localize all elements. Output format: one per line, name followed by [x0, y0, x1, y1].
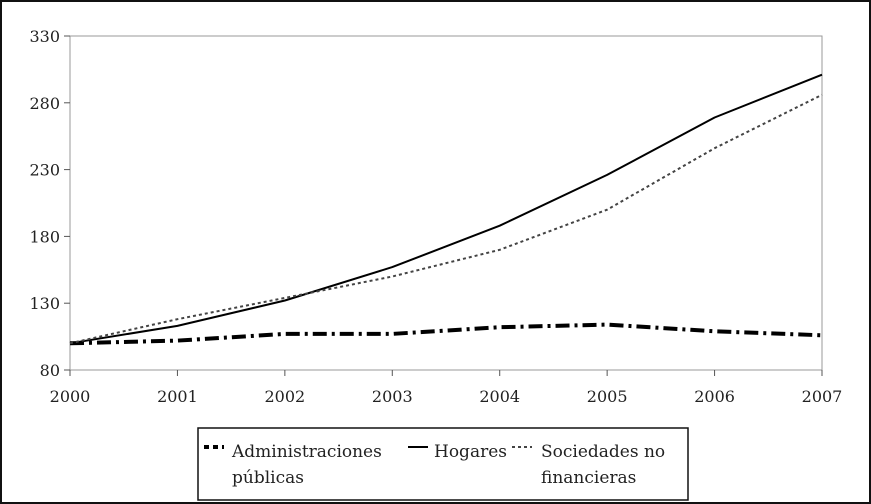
plot-area [69, 35, 823, 371]
x-tick-label: 2004 [479, 387, 520, 406]
x-tick-label: 2001 [157, 387, 198, 406]
legend-label-0: Administraciones [231, 442, 382, 462]
series-line-1 [69, 73, 823, 345]
legend: Administraciones públicas Hogares Sociedade… [197, 427, 689, 501]
y-tick-label: 180 [29, 227, 60, 246]
x-tick-label: 2006 [694, 387, 735, 406]
x-tick-label: 2005 [587, 387, 628, 406]
x-tick-label: 2007 [802, 387, 843, 406]
legend-label-1: Hogares [434, 442, 507, 462]
legend-box [197, 427, 689, 501]
y-axis: 80 130 180 230 280 330 [29, 27, 70, 380]
x-tick-label: 2002 [264, 387, 305, 406]
series-line-2 [69, 93, 823, 345]
y-tick-label: 280 [29, 94, 60, 113]
legend-label-0: públicas [232, 468, 304, 488]
legend-label-2: financieras [541, 468, 636, 488]
y-tick-label: 80 [40, 361, 60, 380]
x-tick-label: 2003 [372, 387, 413, 406]
y-tick-label: 330 [29, 27, 60, 46]
series-layer [69, 73, 823, 346]
x-axis: 2000 2001 2002 2003 2004 2005 2006 2007 [50, 370, 843, 406]
y-tick-label: 130 [29, 294, 60, 313]
x-tick-label: 2000 [50, 387, 91, 406]
y-tick-label: 230 [29, 161, 60, 180]
series-line-0 [69, 322, 823, 346]
legend-label-2: Sociedades no [541, 442, 665, 462]
